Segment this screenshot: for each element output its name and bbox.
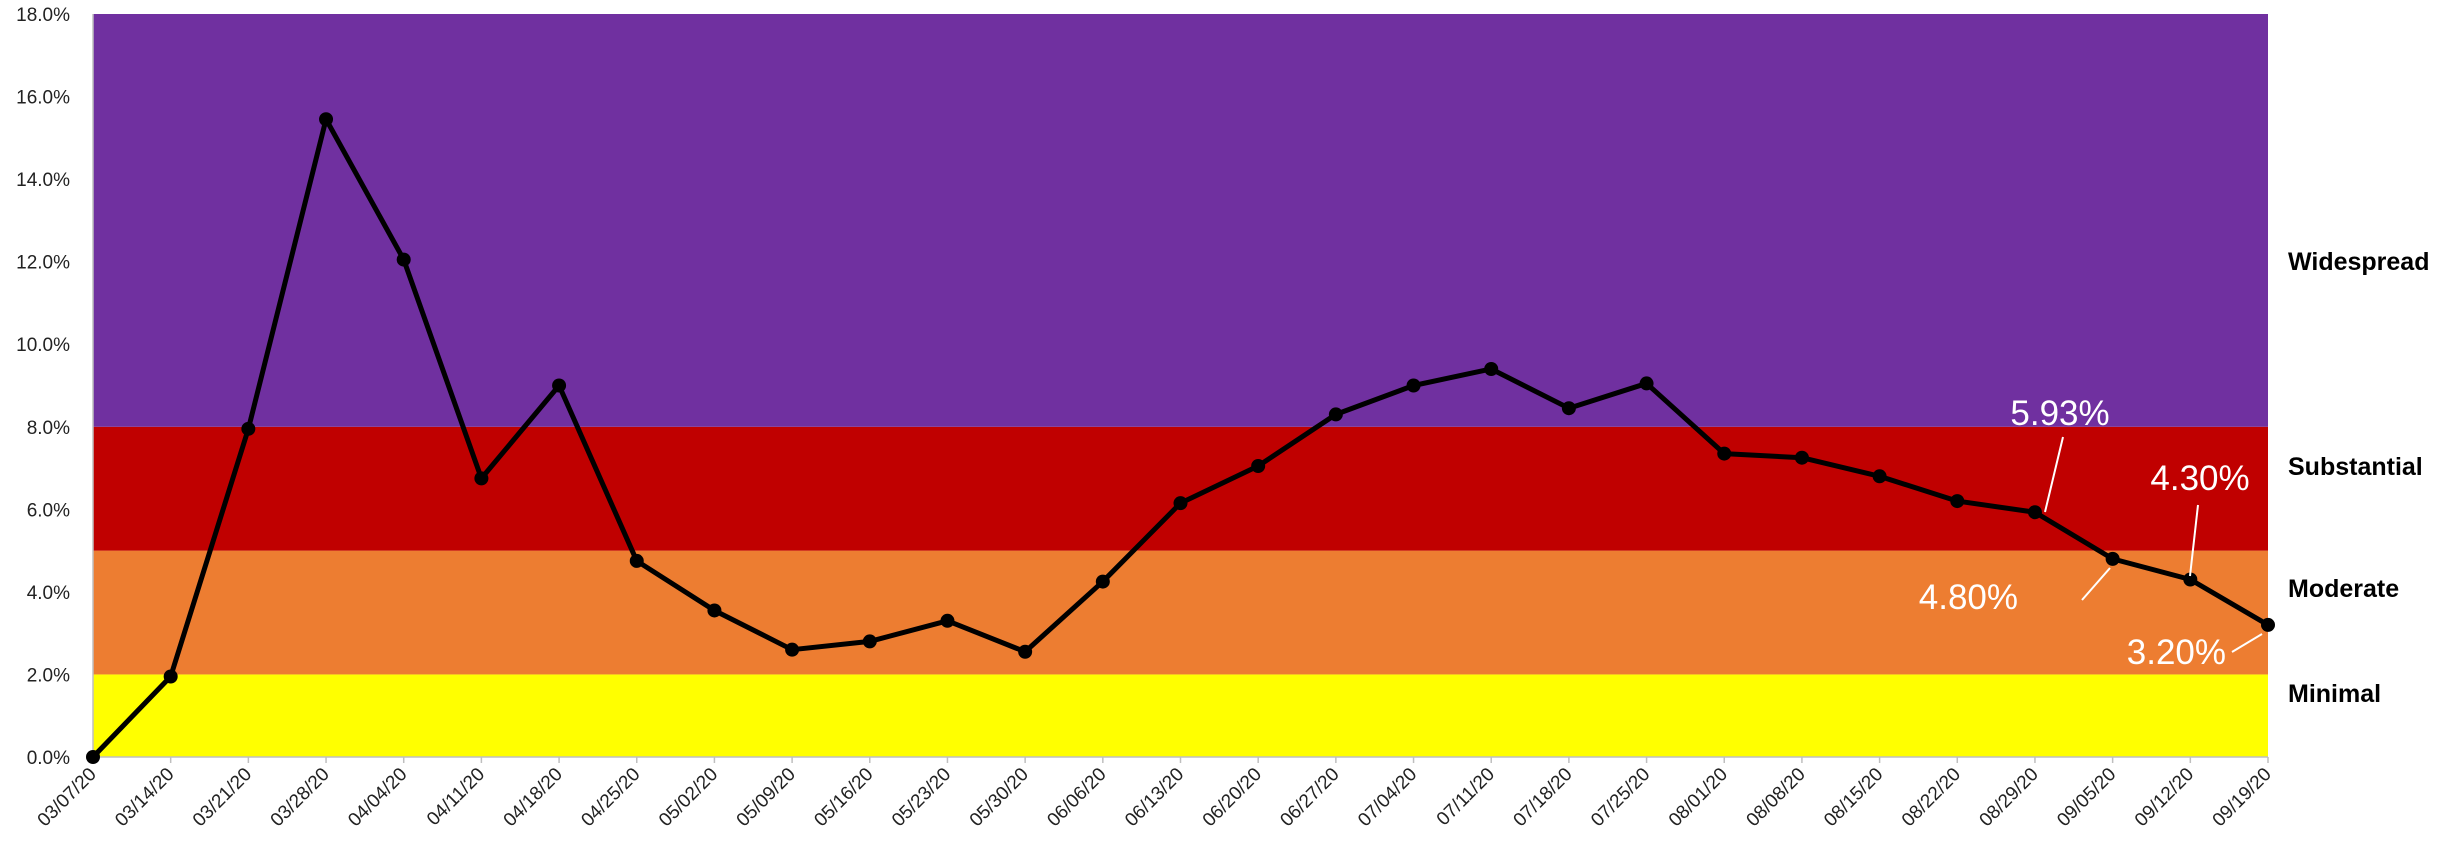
x-tick-label: 03/07/20 xyxy=(34,764,101,831)
x-tick-label: 05/30/20 xyxy=(966,764,1033,831)
x-tick-label: 05/09/20 xyxy=(733,764,800,831)
y-tick-label: 0.0% xyxy=(27,748,70,769)
data-point xyxy=(1717,446,1732,461)
zone-label-widespread: Widespread xyxy=(2288,248,2429,276)
data-point xyxy=(1095,574,1110,589)
x-tick-label: 08/15/20 xyxy=(1820,764,1887,831)
x-tick-label: 07/25/20 xyxy=(1587,764,1654,831)
data-point xyxy=(1173,496,1188,511)
x-tick-label: 09/12/20 xyxy=(2131,764,2198,831)
data-label: 4.30% xyxy=(2150,459,2249,498)
x-tick-label: 08/08/20 xyxy=(1743,764,1810,831)
risk-zones xyxy=(93,14,2268,757)
x-tick-label: 05/16/20 xyxy=(810,764,877,831)
zone-band-moderate xyxy=(93,550,2268,675)
data-point xyxy=(862,634,877,649)
y-tick-label: 16.0% xyxy=(16,88,70,109)
data-point xyxy=(474,471,489,486)
y-tick-label: 8.0% xyxy=(27,418,70,439)
y-tick-label: 18.0% xyxy=(16,5,70,26)
x-tick-label: 04/25/20 xyxy=(577,764,644,831)
x-tick-label: 05/02/20 xyxy=(655,764,722,831)
x-tick-label: 04/18/20 xyxy=(500,764,567,831)
data-label: 3.20% xyxy=(2127,633,2226,672)
zone-band-widespread xyxy=(93,14,2268,427)
data-point xyxy=(940,613,955,628)
y-tick-label: 12.0% xyxy=(16,253,70,274)
x-tick-label: 08/29/20 xyxy=(1976,764,2043,831)
x-tick-label: 04/11/20 xyxy=(423,764,489,830)
x-tick-label: 08/22/20 xyxy=(1898,764,1965,831)
y-tick-label: 6.0% xyxy=(27,500,70,521)
data-point xyxy=(1328,407,1343,422)
zone-label-substantial: Substantial xyxy=(2288,453,2423,481)
data-point xyxy=(1018,644,1033,659)
y-tick-label: 4.0% xyxy=(27,583,70,604)
data-point xyxy=(2183,572,2198,587)
data-point xyxy=(2261,617,2275,632)
data-point xyxy=(1251,458,1266,473)
x-tick-label: 09/05/20 xyxy=(2053,764,2120,831)
data-point xyxy=(1794,450,1809,465)
data-point xyxy=(396,252,411,267)
x-tick-label: 03/28/20 xyxy=(267,764,334,831)
x-tick-label: 05/23/20 xyxy=(888,764,955,831)
data-point xyxy=(1561,401,1576,416)
data-point xyxy=(1639,376,1654,391)
data-point xyxy=(1950,494,1965,509)
data-point xyxy=(319,112,334,127)
data-point xyxy=(552,378,567,393)
y-tick-label: 2.0% xyxy=(27,665,70,686)
zone-label-moderate: Moderate xyxy=(2288,575,2399,603)
x-tick-label: 03/21/20 xyxy=(189,764,256,831)
data-labels: 5.93% 4.80% 4.30% 3.20% xyxy=(1919,394,2263,672)
data-point xyxy=(163,669,178,684)
series xyxy=(86,112,2275,764)
data-label-leader xyxy=(2189,504,2199,577)
x-tick-label: 06/27/20 xyxy=(1276,764,1343,831)
y-axis-tick-labels: 0.0% 2.0% 4.0% 6.0% 8.0% 10.0% 12.0% 14.0% 16.0%… xyxy=(16,5,70,769)
data-point xyxy=(241,421,256,436)
zone-band-substantial xyxy=(93,426,2268,551)
y-tick-label: 14.0% xyxy=(16,170,70,191)
zone-labels: Minimal Moderate Substantial Widespread xyxy=(2288,248,2429,708)
data-label: 5.93% xyxy=(2010,394,2109,433)
x-tick-label: 07/11/20 xyxy=(1433,764,1499,830)
x-tick-label: 08/01/20 xyxy=(1665,764,1732,831)
data-label: 4.80% xyxy=(1919,578,2018,617)
data-label-leader xyxy=(2231,633,2263,653)
x-tick-label: 04/04/20 xyxy=(344,764,411,831)
data-label-leader xyxy=(2044,436,2064,513)
data-point xyxy=(2027,505,2042,520)
data-point xyxy=(1484,361,1499,376)
data-point xyxy=(629,553,644,568)
x-tick-label: 07/04/20 xyxy=(1354,764,1421,831)
x-axis-tick-labels: 03/07/20 03/14/20 03/21/20 03/28/20 04/04/20… xyxy=(34,757,2276,831)
data-point xyxy=(1872,469,1887,484)
x-tick-label: 06/13/20 xyxy=(1121,764,1188,831)
x-tick-label: 07/18/20 xyxy=(1510,764,1577,831)
x-tick-label: 09/19/20 xyxy=(2209,764,2276,831)
data-point xyxy=(2105,551,2120,566)
data-point xyxy=(707,603,722,618)
x-tick-label: 06/20/20 xyxy=(1199,764,1266,831)
data-point xyxy=(86,750,100,764)
x-tick-label: 06/06/20 xyxy=(1043,764,1110,831)
x-tick-label: 03/14/20 xyxy=(111,764,178,831)
data-point xyxy=(785,642,800,657)
y-tick-label: 10.0% xyxy=(16,335,70,356)
data-label-leader xyxy=(2081,567,2111,601)
zone-band-minimal xyxy=(93,674,2268,757)
data-point xyxy=(1406,378,1421,393)
zone-label-minimal: Minimal xyxy=(2288,680,2381,708)
